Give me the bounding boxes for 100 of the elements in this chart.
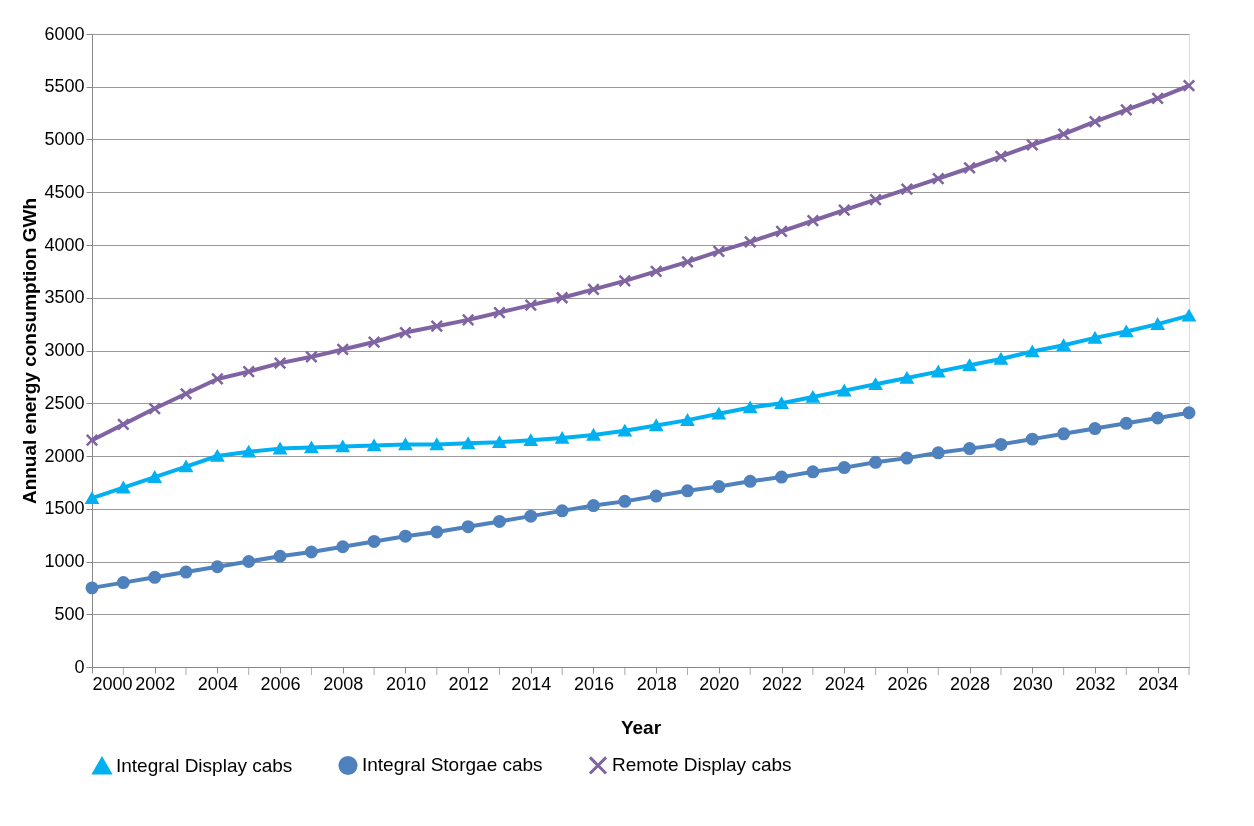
y-tick-label: 3000 [44, 340, 85, 360]
x-tick-label: 2022 [762, 673, 803, 694]
x-tick-label: 2020 [699, 673, 740, 694]
point [837, 384, 851, 397]
y-tick-label: 4000 [44, 234, 85, 255]
point [712, 408, 726, 420]
y-tick-label: 6000 [44, 23, 85, 44]
point [148, 402, 162, 416]
point [85, 433, 99, 447]
point [963, 161, 977, 175]
point [1057, 339, 1071, 352]
x-tick-label: 2000 [92, 673, 133, 694]
point [869, 193, 883, 207]
point [242, 555, 256, 568]
point [586, 499, 600, 513]
x-tick-label: 2034 [1138, 673, 1179, 694]
point [1182, 79, 1196, 93]
point [775, 397, 789, 410]
point [492, 306, 506, 320]
point [492, 514, 506, 528]
point [148, 471, 162, 483]
y-tick-label: 5500 [44, 76, 85, 97]
point [273, 549, 287, 563]
point [806, 465, 820, 479]
x-tick-label: 2010 [385, 673, 426, 694]
point [242, 365, 256, 379]
x-tick-label: 2004 [197, 673, 238, 694]
y-tick-label: 0 [74, 656, 85, 677]
point [555, 504, 569, 518]
point [336, 540, 350, 554]
y-tick-label: 2000 [44, 445, 85, 466]
legend-label: Integral Storgae cabs [362, 754, 543, 776]
y-axis-title: Annual energy consumption GWh [19, 197, 41, 505]
point [869, 378, 883, 391]
point [586, 282, 600, 296]
point [681, 255, 695, 269]
x-tick-label: 2028 [950, 673, 991, 694]
point [179, 387, 193, 401]
point [273, 356, 287, 370]
point [618, 494, 632, 508]
point [430, 525, 444, 539]
point [586, 429, 600, 441]
point [963, 359, 977, 372]
y-tick-label: 1500 [44, 498, 85, 519]
point [555, 291, 569, 305]
point [806, 214, 820, 228]
point [743, 401, 757, 414]
y-tick-label: 3500 [44, 287, 85, 308]
point [430, 438, 444, 451]
point [649, 489, 663, 503]
legend-label: Remote Display cabs [612, 754, 792, 776]
point [743, 474, 757, 488]
point [148, 570, 162, 584]
point [1025, 138, 1039, 152]
point [743, 235, 757, 249]
point [681, 484, 695, 498]
point [900, 372, 914, 384]
point [367, 534, 381, 548]
point [492, 436, 506, 449]
point [649, 264, 663, 278]
point [1025, 345, 1039, 358]
y-tick-label: 500 [54, 603, 85, 624]
point [179, 460, 193, 473]
point [336, 440, 350, 453]
point [994, 353, 1008, 365]
point [304, 350, 318, 364]
point [1151, 318, 1165, 330]
point [837, 203, 851, 217]
point [273, 442, 287, 455]
point [1057, 427, 1071, 441]
point [179, 565, 193, 579]
point [242, 445, 256, 458]
x-tick-label: 2024 [824, 673, 865, 694]
x-tick-label: 2032 [1075, 673, 1116, 694]
point [931, 172, 945, 186]
x-tick-label: 2014 [511, 673, 552, 694]
point [304, 545, 318, 559]
point [994, 149, 1008, 163]
point [681, 414, 695, 426]
point [85, 581, 99, 595]
point [806, 391, 820, 403]
point [461, 313, 475, 327]
x-tick-label: 2030 [1012, 673, 1053, 694]
point [116, 417, 130, 431]
point [398, 326, 412, 340]
point [1088, 422, 1102, 436]
point [649, 419, 663, 432]
point [963, 442, 977, 456]
point [1057, 127, 1071, 141]
x-tick-label: 2002 [135, 673, 176, 694]
y-tick-label: 4500 [44, 181, 85, 202]
point [837, 461, 851, 475]
x-axis-title: Year [620, 716, 662, 738]
x-tick-label: 2012 [448, 673, 489, 694]
point [524, 298, 538, 312]
y-tick-label: 2500 [44, 392, 85, 413]
y-tick-label: 1000 [44, 551, 85, 571]
point [461, 520, 475, 534]
point [336, 342, 350, 356]
point [210, 560, 224, 574]
